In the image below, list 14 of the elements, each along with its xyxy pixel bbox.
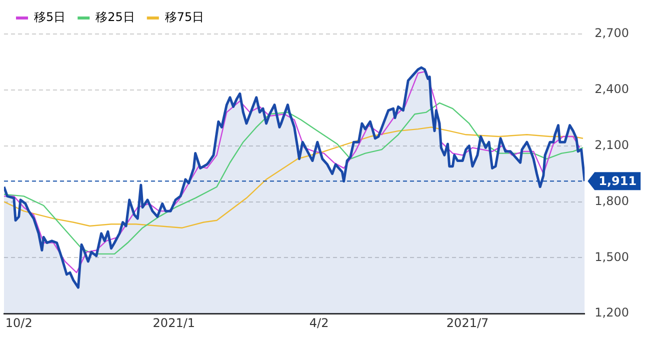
y-tick-label: 1,200: [594, 306, 630, 320]
x-tick-label: 2021/7: [446, 316, 489, 330]
x-tick-label: 10/2: [5, 316, 32, 330]
y-tick-label: 2,400: [594, 82, 630, 96]
legend-label: 移75日: [164, 10, 204, 24]
legend-label: 移25日: [96, 10, 135, 24]
legend-label: 移5日: [34, 10, 66, 24]
y-tick-label: 1,500: [594, 250, 630, 264]
x-tick-label: 2021/1: [152, 316, 196, 330]
y-tick-label: 1,800: [594, 194, 630, 208]
x-tick-label: 4/2: [309, 316, 329, 330]
ref-line-label: 1,911: [598, 174, 637, 188]
y-tick-label: 2,100: [594, 138, 630, 152]
y-tick-label: 2,700: [594, 26, 630, 40]
